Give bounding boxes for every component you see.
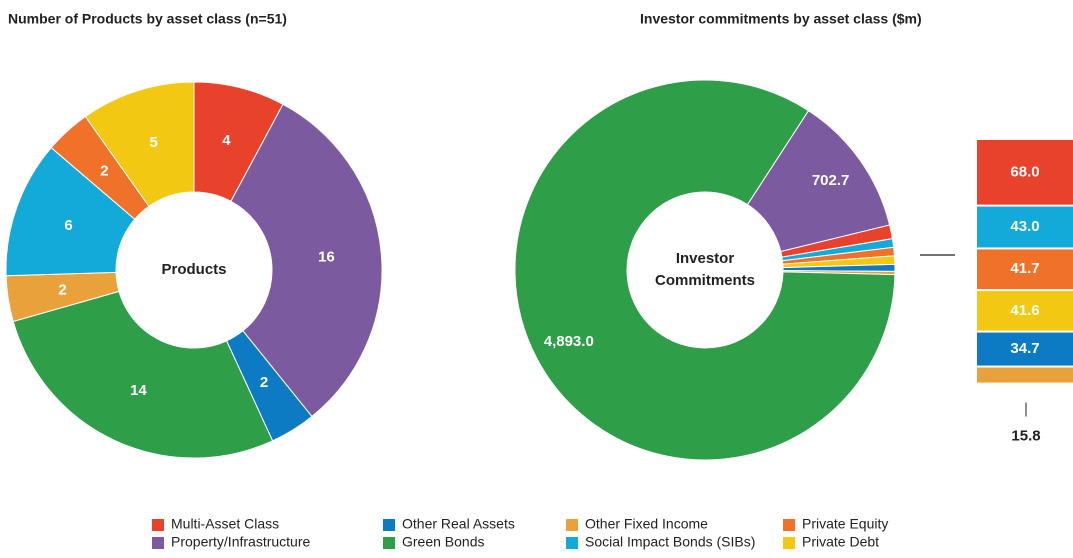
legend-swatch — [566, 537, 578, 549]
data-label: 41.7 — [1010, 260, 1039, 277]
legend-label: Other Fixed Income — [585, 516, 708, 532]
breakout-segment — [977, 140, 1073, 205]
donut-slice — [84, 81, 195, 208]
legend-swatch — [783, 537, 795, 549]
data-label: 43.0 — [1010, 218, 1039, 235]
donut-slice — [514, 79, 896, 461]
legend-label: Private Equity — [802, 516, 888, 532]
center-label: Products — [161, 261, 226, 278]
breakout-segment — [977, 367, 1073, 383]
chart-title: Number of Products by asset class (n=51) — [8, 11, 287, 27]
data-label: 4,893.0 — [544, 333, 594, 350]
legend-label: Property/Infrastructure — [171, 534, 310, 550]
legend-swatch — [783, 519, 795, 531]
center-label: Investor — [676, 250, 735, 267]
data-label: 15.8 — [1011, 428, 1040, 445]
data-label: 34.7 — [1010, 340, 1039, 357]
data-label: 41.6 — [1010, 302, 1039, 319]
center-label: Commitments — [655, 272, 755, 289]
legend-swatch — [152, 519, 164, 531]
legend-label: Multi-Asset Class — [171, 516, 279, 532]
donut-slice — [230, 103, 383, 418]
legend-label: Other Real Assets — [402, 516, 515, 532]
legend-swatch — [152, 537, 164, 549]
legend-swatch — [566, 519, 578, 531]
data-label: 16 — [318, 249, 335, 266]
legend-swatch — [383, 537, 395, 549]
data-label: 2 — [260, 374, 268, 391]
data-label: 5 — [150, 134, 158, 151]
data-label: 2 — [100, 163, 108, 180]
breakout-segment — [977, 206, 1073, 248]
data-label: 2 — [58, 281, 66, 298]
data-label: 14 — [130, 382, 147, 399]
data-label: 6 — [64, 217, 72, 234]
breakout-segment — [977, 291, 1073, 331]
data-label: 68.0 — [1010, 163, 1039, 180]
donut-slice — [5, 146, 136, 277]
legend-label: Social Impact Bonds (SIBs) — [585, 534, 755, 550]
data-label: 702.7 — [812, 172, 850, 189]
chart-title: Investor commitments by asset class ($m) — [640, 11, 922, 27]
legend-label: Green Bonds — [402, 534, 485, 550]
legend-label: Private Debt — [802, 534, 879, 550]
breakout-segment — [977, 332, 1073, 366]
breakout-segment — [977, 249, 1073, 290]
legend-swatch — [383, 519, 395, 531]
data-label: 4 — [222, 132, 231, 149]
donut-slice — [12, 290, 274, 459]
